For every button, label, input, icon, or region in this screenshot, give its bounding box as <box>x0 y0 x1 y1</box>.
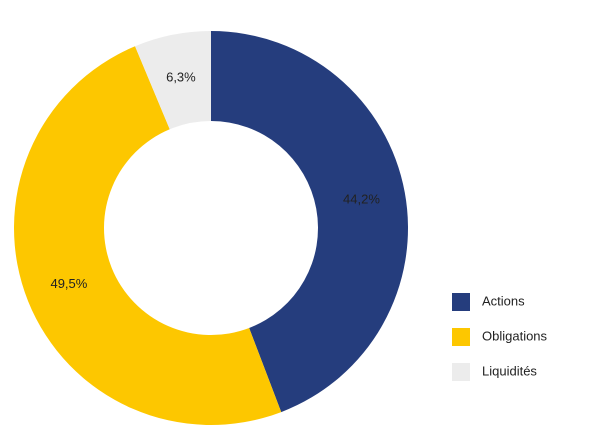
legend-label: Liquidités <box>482 363 537 378</box>
legend-label: Actions <box>482 293 525 308</box>
legend-swatch <box>452 363 470 381</box>
data-label: 6,3% <box>166 69 196 84</box>
legend-swatch <box>452 293 470 311</box>
data-label: 44,2% <box>343 192 380 207</box>
legend-swatch <box>452 328 470 346</box>
data-label: 49,5% <box>50 276 87 291</box>
donut-slice <box>14 46 282 425</box>
legend-label: Obligations <box>482 328 548 343</box>
donut-slice <box>135 31 211 130</box>
donut-slice <box>211 31 408 413</box>
